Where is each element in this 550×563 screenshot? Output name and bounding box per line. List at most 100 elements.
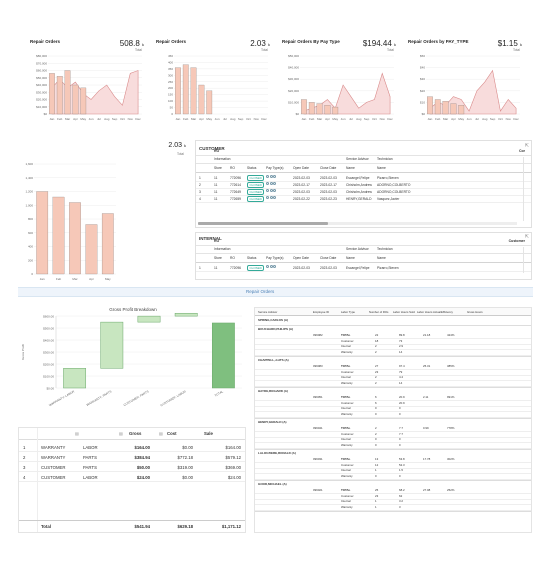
table-row[interactable]: Customer 2 7.7 <box>255 431 531 437</box>
month-label: May <box>332 117 338 121</box>
pay-type-icon <box>269 182 273 185</box>
table-row[interactable]: Internal 0 0 <box>255 437 531 443</box>
table-row[interactable]: 1 11 772096 CLOSED 2023-02-03 2023-02-03 Escan… <box>196 265 531 272</box>
table-row[interactable]: Warranty 2 14 <box>255 350 531 355</box>
column-header[interactable]: Service Advisor <box>258 310 278 314</box>
table-row[interactable]: Customer 18 73 <box>255 338 531 344</box>
filter-icon[interactable]: ▤ <box>119 431 123 436</box>
column-header[interactable]: Name <box>377 166 386 170</box>
expand-icon[interactable]: ⇱ <box>524 234 529 240</box>
tick-label: $0 <box>296 112 300 116</box>
column-header[interactable]: Name <box>377 256 386 260</box>
table-row[interactable]: 4 11 772659 CLOSED 2023-02-22 2023-02-23 HENRY… <box>196 196 531 203</box>
row-divider <box>255 374 531 375</box>
table-row[interactable]: Internal 2 2.9 <box>255 344 531 350</box>
column-header[interactable]: Labor Type <box>341 310 355 314</box>
table-row[interactable]: 3 11 772649 CLOSED 2023-02-03 2023-02-03 Chish… <box>196 189 531 196</box>
ro-count: 6 <box>375 400 377 405</box>
column-header[interactable]: Efficiency <box>441 310 453 314</box>
table-row[interactable]: Warranty 2 14 <box>255 380 531 386</box>
month-label: Jan <box>40 277 45 281</box>
table-row[interactable]: Internal 0 0 <box>255 406 531 412</box>
month-label: Jul <box>349 117 353 121</box>
table-row[interactable]: 1 11 772096 CLOSED 2023-02-03 2023-02-03 Escan… <box>196 175 531 182</box>
category-label: WARRANTY: LABOR <box>48 389 76 407</box>
table-row[interactable]: 096083 TOTAL 27 97.4 25.31 385% <box>255 364 531 370</box>
table-row[interactable]: 096051 TOTAL 6 20.9 2.11 991% <box>255 395 531 401</box>
column-header[interactable]: Cost <box>167 431 177 436</box>
table-row[interactable]: Internal 1 3.2 <box>255 499 531 505</box>
table-row[interactable]: Customer 23 62 <box>255 493 531 499</box>
column-header[interactable]: Store <box>214 166 222 170</box>
row-divider <box>255 442 531 443</box>
hours-sold: 14 <box>399 380 403 385</box>
table-row[interactable]: Customer 6 20.9 <box>255 400 531 406</box>
column-header[interactable]: Name <box>346 166 355 170</box>
filter-icon[interactable]: ▤ <box>159 431 163 436</box>
sale-cell: $164.00 <box>225 445 241 450</box>
scrollbar-thumb[interactable] <box>198 222 328 225</box>
table-row[interactable]: Internal 1 1.5 <box>255 468 531 474</box>
tick-label: $600.00 <box>43 315 54 319</box>
advisor-name: Escangel,Felipe <box>346 266 370 270</box>
column-header[interactable]: Sale <box>204 431 213 436</box>
column-header[interactable]: Gross <box>129 431 142 436</box>
column-header[interactable]: Name <box>346 256 355 260</box>
table-row[interactable]: 3 CUSTOMER PARTS $50.00 $319.00 $369.00 <box>19 462 245 472</box>
column-header[interactable]: Close Date <box>320 166 337 170</box>
labor-type: Customer <box>341 462 354 467</box>
group-header: RO <box>214 239 220 243</box>
table-row[interactable]: 2 11 772614 CLOSED 2023-02-17 2023-02-17 Chish… <box>196 182 531 189</box>
table-row[interactable]: Warranty 1 3 <box>255 505 531 510</box>
hours-sold: 62 <box>399 493 403 498</box>
column-header[interactable]: Status <box>247 166 257 170</box>
table-row[interactable]: 2 WARRANTY PARTS $384.94 $772.18 $579.12 <box>19 452 245 462</box>
horizontal-scrollbar[interactable] <box>198 222 517 225</box>
column-header[interactable]: Open Date <box>293 256 309 260</box>
tick-label: $300.00 <box>43 351 54 355</box>
hours-sold: 73 <box>399 338 403 343</box>
table-row[interactable]: Customer 23 79 <box>255 370 531 375</box>
table-row[interactable]: Warranty 0 0 <box>255 412 531 417</box>
table-row[interactable]: Warranty 0 0 <box>255 443 531 448</box>
table-row[interactable]: 096082 TOTAL 22 89.8 21.18 424% <box>255 333 531 339</box>
gross-cell: $50.00 <box>136 465 150 470</box>
column-header[interactable]: Close Date <box>320 256 337 260</box>
labor-type: TOTAL <box>341 426 351 430</box>
table-row[interactable]: Internal 2 4.4 <box>255 375 531 381</box>
waterfall-title: Gross Profit Breakdown <box>109 307 157 312</box>
table-row[interactable]: 096021 TOTAL 25 68.2 27.08 252% <box>255 488 531 494</box>
column-header[interactable]: Labor Hours Actual <box>417 310 441 314</box>
column-header[interactable]: Gross Hours <box>467 310 483 314</box>
column-header[interactable]: RO <box>230 166 235 170</box>
table-row[interactable]: 096041 TOTAL 2 7.7 0.99 778% <box>255 426 531 432</box>
labor-type: Internal <box>341 499 351 503</box>
table-row[interactable]: Customer 12 52.3 <box>255 462 531 468</box>
column-header[interactable]: Open Date <box>293 166 309 170</box>
column-header[interactable]: Pay Type(s) <box>266 256 284 260</box>
tick-label: $40,000 <box>288 66 299 70</box>
tick-label: $10,000 <box>288 100 299 104</box>
column-header[interactable]: Employee ID <box>313 310 330 314</box>
table-row[interactable]: Warranty 0 0 <box>255 474 531 479</box>
table-row[interactable]: 4 CUSTOMER LABOR $24.00 $0.00 $24.00 <box>19 472 245 482</box>
table-row[interactable]: 1 WARRANTY LABOR $164.00 $0.00 $164.00 <box>19 442 245 452</box>
column-header[interactable]: Pay Type(s) <box>266 166 284 170</box>
column-header[interactable]: RO <box>230 256 235 260</box>
table-row[interactable]: 096031 TOTAL 13 53.8 17.78 302% <box>255 457 531 463</box>
labor-type: TOTAL <box>341 457 351 461</box>
column-header[interactable]: Number of ROs <box>369 310 389 314</box>
row-divider <box>255 493 531 494</box>
tab-repair-orders[interactable]: Repair Orders <box>246 289 275 294</box>
ro-count: 1 <box>375 468 377 472</box>
filter-icon[interactable]: ▤ <box>75 431 79 436</box>
tick-label: 0 <box>171 112 173 116</box>
month-label: Jun <box>215 117 220 121</box>
expand-icon[interactable]: ⇱ <box>524 143 529 149</box>
labor-type: Customer <box>341 431 354 436</box>
column-header[interactable]: Labor Hours Sold <box>393 310 415 314</box>
column-header[interactable]: Store <box>214 256 222 260</box>
total-label: Total <box>41 524 51 529</box>
column-header[interactable]: Status <box>247 256 257 260</box>
